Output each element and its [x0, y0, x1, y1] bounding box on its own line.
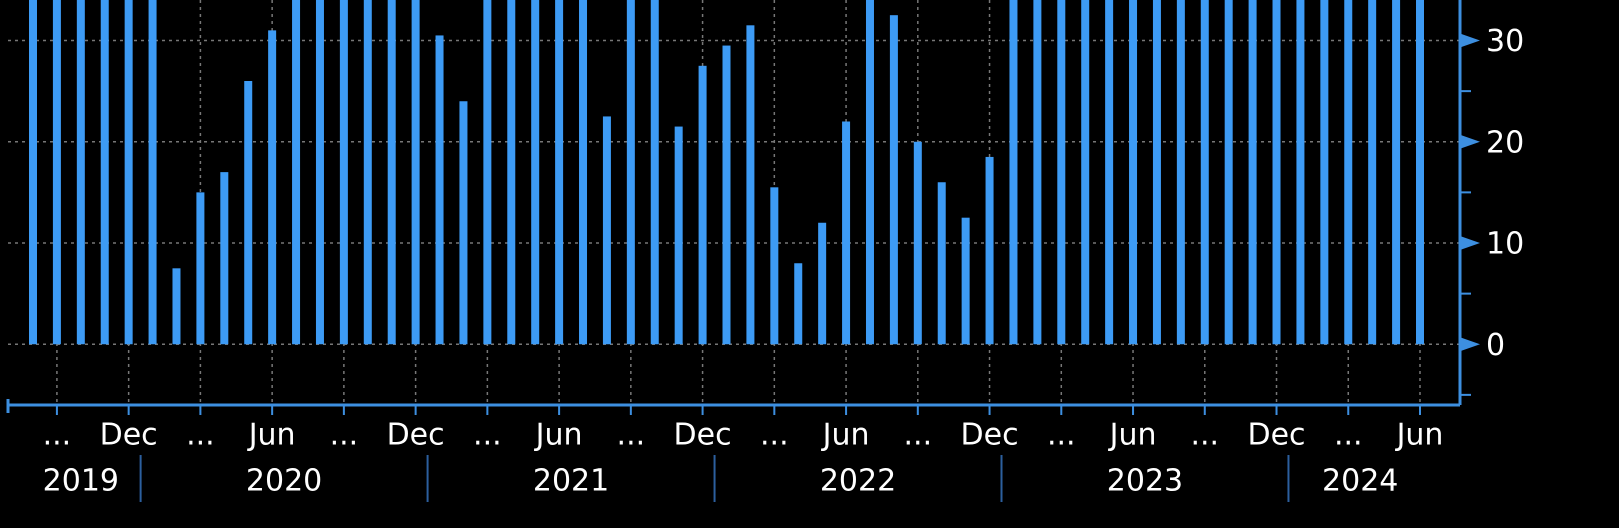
bar: [363, 0, 372, 345]
x-tick-label: Dec: [387, 418, 445, 453]
bar: [531, 0, 540, 345]
x-tick-label: Dec: [961, 418, 1019, 453]
bar: [865, 0, 874, 345]
bar: [172, 268, 181, 345]
bar: [1416, 0, 1424, 345]
y-tick-label: 10: [1486, 227, 1524, 262]
bar: [124, 0, 133, 345]
bar: [100, 0, 109, 345]
bar: [29, 0, 37, 345]
bar: [1033, 0, 1042, 345]
bar: [722, 45, 731, 345]
y-tick-label: 30: [1486, 24, 1524, 59]
x-tick-label: ...: [1190, 418, 1219, 453]
y-tick: [1460, 134, 1480, 149]
x-tick-label: Jun: [534, 418, 583, 453]
bar: [794, 263, 803, 345]
bar: [1176, 0, 1185, 345]
y-tick-label: 0: [1486, 328, 1505, 363]
bar: [961, 217, 970, 345]
bar: [1057, 0, 1066, 345]
bar: [1296, 0, 1305, 345]
x-tick-label: ...: [617, 418, 646, 453]
bar: [292, 0, 301, 345]
bar: [579, 0, 588, 345]
year-label: 2024: [1322, 464, 1398, 499]
y-tick-label: 20: [1486, 125, 1524, 160]
bar: [507, 0, 516, 345]
bar: [555, 0, 564, 345]
bar: [411, 0, 420, 345]
x-tick-label: Dec: [674, 418, 732, 453]
x-tick-label: Jun: [1108, 418, 1157, 453]
x-tick-label: Dec: [100, 418, 158, 453]
bar: [746, 25, 755, 345]
x-tick-label: Jun: [821, 418, 870, 453]
x-tick-label: ...: [760, 418, 789, 453]
bar: [770, 187, 779, 345]
bar: [1344, 0, 1353, 345]
y-tick: [1460, 337, 1480, 352]
bar: [148, 0, 157, 345]
year-label: 2020: [246, 464, 322, 499]
bar: [650, 0, 659, 345]
bar: [1320, 0, 1329, 345]
x-tick-label: ...: [43, 418, 72, 453]
bar: [1392, 0, 1401, 345]
bar: [818, 222, 827, 345]
y-tick: [1460, 33, 1480, 48]
bar: [626, 0, 635, 345]
bar: [1272, 0, 1281, 345]
axes: 0 10 20 30... Dec... Jun... Dec... Jun... Dec...…: [6, 0, 1524, 502]
bar: [1009, 0, 1018, 345]
bar: [244, 81, 253, 345]
bar: [339, 0, 348, 345]
x-tick-label: Jun: [247, 418, 296, 453]
bar: [268, 30, 277, 345]
bar: [52, 0, 61, 345]
bar: [913, 141, 922, 345]
bar: [76, 0, 85, 345]
x-tick-label: ...: [330, 418, 359, 453]
bar: [1248, 0, 1257, 345]
bar: [196, 192, 205, 345]
bar: [315, 0, 324, 345]
bar: [1129, 0, 1138, 345]
bar: [1081, 0, 1090, 345]
x-tick-label: ...: [1047, 418, 1076, 453]
bar: [1105, 0, 1114, 345]
bar: [842, 121, 851, 345]
bar: [459, 101, 468, 345]
bar: [435, 35, 444, 345]
x-tick-label: ...: [904, 418, 933, 453]
year-label: 2023: [1107, 464, 1183, 499]
x-tick-label: ...: [1334, 418, 1363, 453]
year-label: 2019: [43, 464, 119, 499]
bar: [483, 0, 492, 345]
bar: [602, 116, 611, 345]
y-tick: [1460, 236, 1480, 250]
bar: [889, 15, 898, 345]
bar: [387, 0, 396, 345]
year-label: 2021: [533, 464, 609, 499]
bar: [698, 65, 707, 345]
bar: [1200, 0, 1209, 345]
bar: [1152, 0, 1161, 345]
x-tick-label: ...: [186, 418, 215, 453]
bar: [220, 172, 229, 345]
bar: [1224, 0, 1233, 345]
bar: [937, 182, 946, 345]
year-label: 2022: [820, 464, 896, 499]
x-tick-label: Dec: [1247, 418, 1305, 453]
bar: [985, 156, 994, 345]
x-tick-label: ...: [473, 418, 502, 453]
bar: [1368, 0, 1377, 345]
x-tick-label: Jun: [1395, 418, 1444, 453]
bar: [674, 126, 683, 345]
bars: [29, 0, 1424, 345]
